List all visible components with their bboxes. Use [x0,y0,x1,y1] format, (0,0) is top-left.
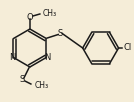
Text: O: O [27,13,33,22]
Text: CH₃: CH₃ [43,9,57,18]
Text: Cl: Cl [124,43,132,53]
Text: N: N [9,53,15,62]
Text: S: S [58,29,63,38]
Text: CH₃: CH₃ [35,80,49,89]
Text: S: S [19,75,25,84]
Text: N: N [45,53,51,62]
